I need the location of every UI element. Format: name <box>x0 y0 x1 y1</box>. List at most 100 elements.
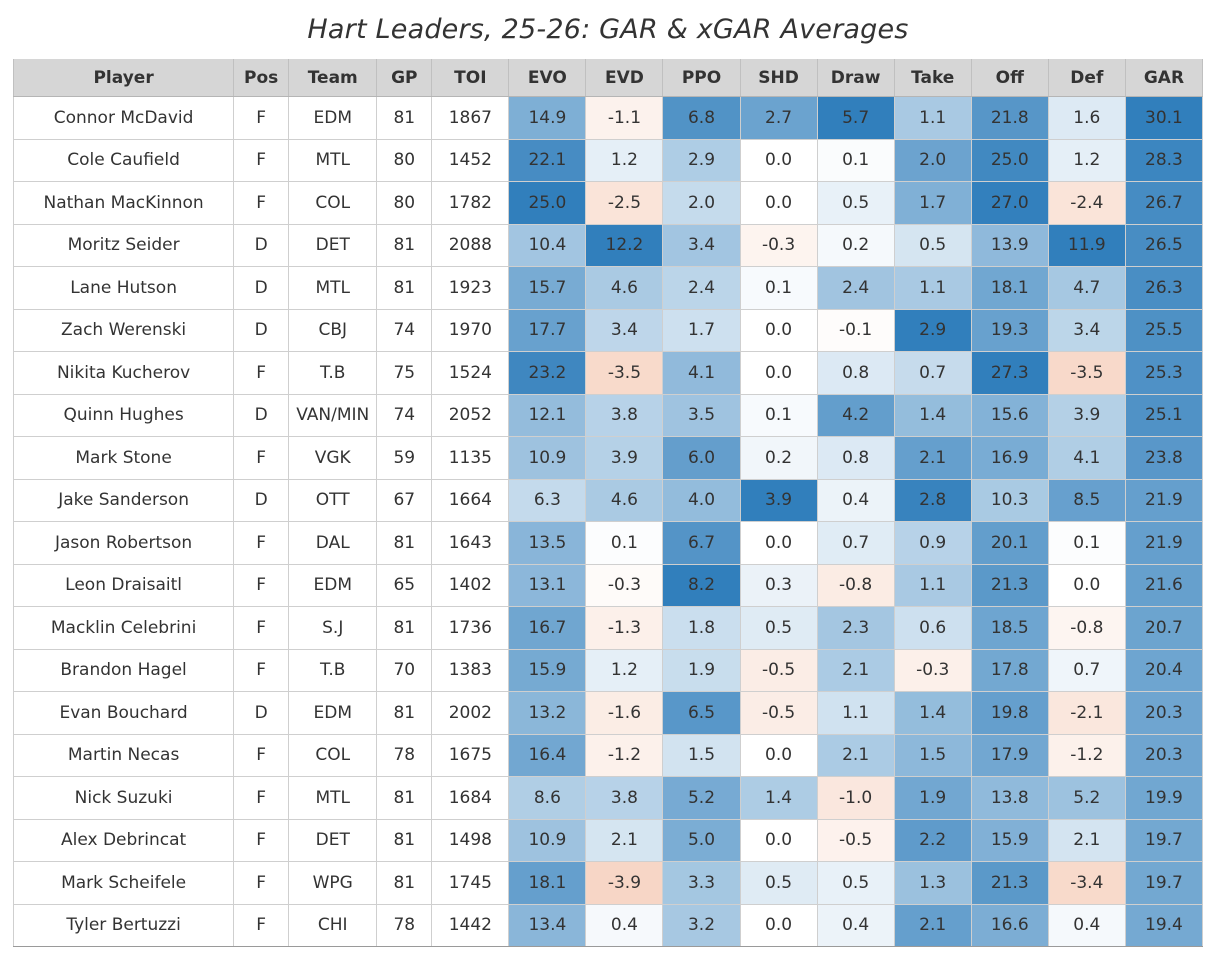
cell-draw: 5.7 <box>816 96 895 140</box>
cell-evd: 1.2 <box>585 648 664 692</box>
cell-take: 1.4 <box>893 393 972 437</box>
cell-gp: 70 <box>376 648 433 692</box>
table-row: Brandon Hagel F T.B 70 1383 15.9 1.2 1.9 -0.5 2.1… <box>12 648 1204 692</box>
table-row: Evan Bouchard D EDM 81 2002 13.2 -1.6 6.5 -0.5 1.… <box>12 691 1204 735</box>
cell-gp: 81 <box>376 223 433 267</box>
cell-draw: 4.2 <box>816 393 895 437</box>
cell-player: Mark Scheifele <box>12 861 235 905</box>
cell-shd: 0.1 <box>739 393 818 437</box>
cell-def: -1.2 <box>1047 733 1126 777</box>
cell-evo: 15.9 <box>508 648 587 692</box>
cell-draw: 0.1 <box>816 138 895 182</box>
cell-gar: 19.4 <box>1124 903 1204 947</box>
cell-player: Lane Hutson <box>12 266 235 310</box>
cell-pos: D <box>233 223 290 267</box>
cell-pos: F <box>233 776 290 820</box>
cell-gp: 81 <box>376 776 433 820</box>
cell-evd: 12.2 <box>585 223 664 267</box>
cell-def: 3.9 <box>1047 393 1126 437</box>
cell-gar: 25.3 <box>1124 351 1204 395</box>
table-row: Jason Robertson F DAL 81 1643 13.5 0.1 6.7 0.0 0.… <box>12 521 1204 565</box>
cell-take: 1.1 <box>893 96 972 140</box>
cell-off: 15.6 <box>970 393 1049 437</box>
cell-off: 27.3 <box>970 351 1049 395</box>
cell-shd: 0.0 <box>739 181 818 225</box>
cell-gar: 20.7 <box>1124 606 1204 650</box>
cell-evd: 3.4 <box>585 308 664 352</box>
cell-evo: 10.9 <box>508 818 587 862</box>
table-row: Alex Debrincat F DET 81 1498 10.9 2.1 5.0 0.0 -0.… <box>12 818 1204 862</box>
cell-shd: -0.5 <box>739 648 818 692</box>
cell-gp: 81 <box>376 266 433 310</box>
table-row: Jake Sanderson D OTT 67 1664 6.3 4.6 4.0 3.9 0.4 2… <box>12 478 1204 522</box>
cell-pos: F <box>233 818 290 862</box>
cell-off: 21.3 <box>970 563 1049 607</box>
cell-off: 21.8 <box>970 96 1049 140</box>
cell-gar: 21.9 <box>1124 478 1204 522</box>
cell-team: EDM <box>288 563 378 607</box>
cell-team: MTL <box>288 138 378 182</box>
cell-off: 17.9 <box>970 733 1049 777</box>
cell-toi: 2002 <box>431 691 510 735</box>
cell-draw: -0.5 <box>816 818 895 862</box>
cell-player: Jake Sanderson <box>12 478 235 522</box>
cell-ppo: 2.0 <box>662 181 741 225</box>
cell-evd: -1.1 <box>585 96 664 140</box>
cell-draw: 0.7 <box>816 521 895 565</box>
cell-team: COL <box>288 181 378 225</box>
cell-def: 2.1 <box>1047 818 1126 862</box>
cell-toi: 1684 <box>431 776 510 820</box>
cell-draw: 1.1 <box>816 691 895 735</box>
cell-take: 1.7 <box>893 181 972 225</box>
cell-draw: -0.1 <box>816 308 895 352</box>
cell-draw: 2.1 <box>816 733 895 777</box>
column-header-off: Off <box>970 59 1049 97</box>
cell-off: 13.8 <box>970 776 1049 820</box>
cell-pos: F <box>233 563 290 607</box>
cell-shd: -0.5 <box>739 691 818 735</box>
cell-toi: 1664 <box>431 478 510 522</box>
cell-evo: 13.5 <box>508 521 587 565</box>
cell-evd: 3.8 <box>585 776 664 820</box>
cell-team: WPG <box>288 861 378 905</box>
cell-player: Moritz Seider <box>12 223 235 267</box>
cell-gp: 80 <box>376 138 433 182</box>
cell-ppo: 5.2 <box>662 776 741 820</box>
cell-def: 0.7 <box>1047 648 1126 692</box>
cell-toi: 1782 <box>431 181 510 225</box>
cell-ppo: 6.0 <box>662 436 741 480</box>
cell-team: MTL <box>288 266 378 310</box>
cell-player: Nick Suzuki <box>12 776 235 820</box>
cell-evd: 0.1 <box>585 521 664 565</box>
cell-toi: 1135 <box>431 436 510 480</box>
cell-player: Cole Caufield <box>12 138 235 182</box>
cell-team: DET <box>288 818 378 862</box>
cell-off: 18.1 <box>970 266 1049 310</box>
cell-toi: 1745 <box>431 861 510 905</box>
cell-evd: 3.8 <box>585 393 664 437</box>
cell-evd: 4.6 <box>585 266 664 310</box>
cell-gar: 20.3 <box>1124 691 1204 735</box>
cell-gar: 28.3 <box>1124 138 1204 182</box>
cell-gp: 81 <box>376 691 433 735</box>
cell-team: T.B <box>288 648 378 692</box>
cell-draw: 2.1 <box>816 648 895 692</box>
cell-toi: 2052 <box>431 393 510 437</box>
cell-ppo: 6.5 <box>662 691 741 735</box>
cell-def: -3.4 <box>1047 861 1126 905</box>
cell-toi: 1498 <box>431 818 510 862</box>
table-row: Tyler Bertuzzi F CHI 78 1442 13.4 0.4 3.2 0.0 0.4… <box>12 903 1204 947</box>
column-header-def: Def <box>1047 59 1126 97</box>
cell-ppo: 2.9 <box>662 138 741 182</box>
cell-ppo: 1.7 <box>662 308 741 352</box>
cell-draw: 0.4 <box>816 478 895 522</box>
cell-evd: 0.4 <box>585 903 664 947</box>
cell-evd: -1.3 <box>585 606 664 650</box>
cell-pos: F <box>233 138 290 182</box>
cell-evo: 17.7 <box>508 308 587 352</box>
table-row: Connor McDavid F EDM 81 1867 14.9 -1.1 6.8 2.7 5.… <box>12 96 1204 140</box>
cell-ppo: 1.9 <box>662 648 741 692</box>
table-row: Leon Draisaitl F EDM 65 1402 13.1 -0.3 8.2 0.3 -0… <box>12 563 1204 607</box>
cell-team: VGK <box>288 436 378 480</box>
cell-shd: 0.0 <box>739 903 818 947</box>
